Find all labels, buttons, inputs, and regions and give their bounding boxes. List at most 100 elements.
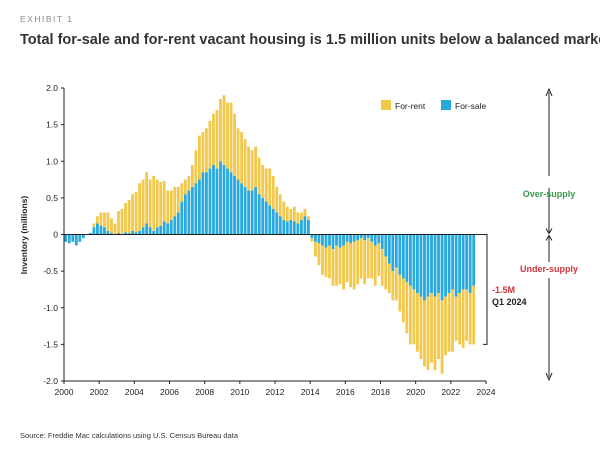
- bar-for-rent: [113, 223, 117, 235]
- bar-for-rent: [278, 194, 282, 217]
- exhibit-label: EXHIBIT 1: [20, 14, 74, 24]
- x-tick-label: 2000: [55, 387, 74, 397]
- x-tick-label: 2002: [90, 387, 109, 397]
- bracket-annotation: [483, 234, 488, 345]
- bar-for-rent: [261, 164, 265, 198]
- bar-for-rent: [183, 179, 187, 195]
- bar-for-rent: [391, 271, 395, 301]
- bar-for-sale: [141, 227, 145, 235]
- bar-for-sale: [285, 221, 289, 235]
- y-tick-label: -1.0: [43, 303, 58, 313]
- bar-for-sale: [74, 234, 78, 246]
- down-arrowhead: [545, 372, 553, 382]
- bar-for-rent: [433, 296, 437, 371]
- up-arrowhead: [545, 87, 553, 97]
- bar-for-sale: [205, 172, 208, 235]
- bracket-line: [483, 234, 488, 345]
- y-tick-label: 0: [53, 230, 58, 240]
- bar-for-rent: [197, 135, 201, 180]
- bar-for-rent: [384, 256, 388, 290]
- bar-for-sale: [433, 234, 437, 297]
- bar-for-rent: [296, 212, 300, 224]
- x-tick-label: 2022: [441, 387, 460, 397]
- bar-for-rent: [472, 285, 476, 345]
- bar-for-rent: [120, 208, 124, 235]
- bar-for-sale: [78, 234, 82, 242]
- bar-for-rent: [275, 186, 279, 213]
- bar-for-sale: [215, 168, 219, 235]
- bar-for-rent: [138, 183, 142, 231]
- bar-for-rent: [99, 212, 103, 226]
- bar-for-rent: [324, 247, 328, 277]
- bar-for-sale: [451, 234, 454, 290]
- bar-for-sale: [240, 183, 243, 235]
- legend-swatch-for-rent: [381, 100, 391, 110]
- bar-for-rent: [124, 203, 127, 233]
- bar-for-sale: [127, 233, 131, 235]
- bar-for-rent: [447, 293, 451, 352]
- x-tick-label: 2008: [195, 387, 214, 397]
- bar-for-sale: [391, 234, 395, 272]
- bar-for-sale: [401, 234, 405, 279]
- bar-for-rent: [254, 146, 258, 187]
- bar-for-sale: [317, 234, 321, 244]
- bar-for-rent: [282, 201, 286, 220]
- bar-for-rent: [201, 131, 205, 173]
- bar-for-sale: [176, 212, 180, 235]
- bar-for-rent: [373, 245, 377, 286]
- bar-for-sale: [183, 194, 187, 235]
- bar-for-rent: [405, 282, 409, 334]
- bar-for-sale: [257, 194, 261, 235]
- bar-for-sale: [208, 168, 212, 235]
- supply-arrows: [545, 87, 553, 382]
- bar-for-sale: [261, 197, 265, 235]
- bar-for-rent: [145, 172, 149, 224]
- bar-for-rent: [370, 241, 374, 279]
- bar-for-rent: [219, 98, 222, 162]
- bar-for-rent: [380, 249, 384, 286]
- x-tick-label: 2014: [301, 387, 320, 397]
- bar-for-sale: [243, 186, 247, 235]
- bar-for-rent: [127, 200, 131, 234]
- bar-for-sale: [331, 234, 335, 250]
- y-tick-label: -1.5: [43, 339, 58, 349]
- bar-for-rent: [110, 218, 113, 234]
- bar-for-rent: [226, 102, 229, 169]
- x-tick-label: 2004: [125, 387, 144, 397]
- bar-for-rent: [352, 241, 356, 290]
- bar-for-rent: [289, 208, 293, 220]
- bar-for-sale: [194, 183, 198, 235]
- bar-for-sale: [359, 234, 363, 239]
- period-label: Q1 2024: [492, 297, 527, 307]
- y-tick-label: 2.0: [46, 83, 58, 93]
- bar-for-sale: [92, 227, 96, 235]
- x-tick-label: 2006: [160, 387, 179, 397]
- bar-for-rent: [317, 243, 321, 266]
- bar-for-rent: [468, 293, 472, 345]
- bar-for-sale: [124, 232, 127, 235]
- bar-for-sale: [412, 234, 416, 290]
- bar-for-sale: [268, 205, 272, 235]
- bar-for-sale: [229, 172, 233, 235]
- bar-for-sale: [387, 234, 391, 264]
- bar-for-sale: [180, 201, 184, 235]
- y-axis-label: Inventory (millions): [19, 196, 29, 275]
- under-supply-up-arrowhead: [545, 234, 553, 241]
- value-label: -1.5M: [492, 285, 515, 295]
- bar-for-rent: [117, 211, 120, 234]
- bar-for-sale: [233, 175, 236, 235]
- bar-for-rent: [103, 212, 106, 228]
- bar-for-sale: [190, 186, 194, 235]
- bar-for-sale: [254, 186, 258, 235]
- bar-for-rent: [141, 179, 145, 228]
- bar-for-sale: [419, 234, 423, 297]
- bar-for-sale: [352, 234, 356, 242]
- bar-for-sale: [363, 234, 367, 241]
- bar-for-rent: [328, 245, 331, 279]
- bar-for-rent: [155, 179, 159, 228]
- bar-for-rent: [331, 249, 335, 286]
- bar-for-sale: [173, 216, 177, 235]
- bar-for-rent: [264, 168, 268, 202]
- bar-for-sale: [321, 234, 324, 246]
- bar-for-rent: [187, 175, 191, 191]
